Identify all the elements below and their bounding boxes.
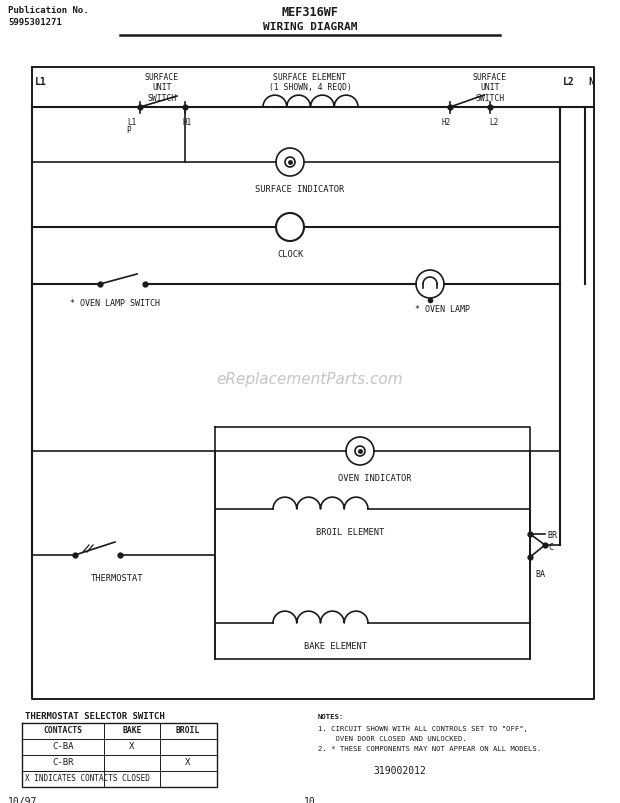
Text: 10: 10 — [304, 796, 316, 803]
Text: X INDICATES CONTACTS CLOSED: X INDICATES CONTACTS CLOSED — [25, 773, 150, 782]
Text: WIRING DIAGRAM: WIRING DIAGRAM — [263, 22, 357, 32]
Text: OVEN DOOR CLOSED AND UNLOCKED.: OVEN DOOR CLOSED AND UNLOCKED. — [318, 735, 467, 741]
Text: CLOCK: CLOCK — [277, 250, 303, 259]
Text: SURFACE
UNIT
SWITCH: SURFACE UNIT SWITCH — [145, 73, 179, 103]
Text: OVEN INDICATOR: OVEN INDICATOR — [339, 474, 412, 483]
Text: BROIL: BROIL — [176, 725, 200, 734]
Text: H2: H2 — [441, 118, 451, 127]
Text: THERMOSTAT SELECTOR SWITCH: THERMOSTAT SELECTOR SWITCH — [25, 711, 165, 720]
Text: L1: L1 — [127, 118, 136, 127]
Text: C-BA: C-BA — [52, 741, 74, 750]
Text: BA: BA — [535, 569, 545, 578]
Text: BR: BR — [547, 531, 557, 540]
Text: L2: L2 — [489, 118, 498, 127]
Text: BAKE ELEMENT: BAKE ELEMENT — [304, 642, 366, 650]
Text: Publication No.: Publication No. — [8, 6, 89, 15]
Text: SURFACE ELEMENT
(1 SHOWN, 4 REQD): SURFACE ELEMENT (1 SHOWN, 4 REQD) — [268, 73, 352, 92]
Text: SURFACE
UNIT
SWITCH: SURFACE UNIT SWITCH — [473, 73, 507, 103]
Text: * OVEN LAMP: * OVEN LAMP — [415, 304, 470, 314]
Text: X: X — [130, 741, 135, 750]
Text: X: X — [185, 757, 191, 766]
Text: BAKE: BAKE — [122, 725, 142, 734]
Text: NOTES:: NOTES: — [318, 713, 344, 719]
Text: MEF316WF: MEF316WF — [281, 6, 339, 19]
Text: L2: L2 — [563, 77, 575, 87]
Text: P: P — [126, 126, 131, 135]
Text: 5995301271: 5995301271 — [8, 18, 62, 27]
Text: C: C — [548, 542, 553, 551]
Text: 319002012: 319002012 — [374, 765, 427, 775]
Text: 1. CIRCUIT SHOWN WITH ALL CONTROLS SET TO "OFF",: 1. CIRCUIT SHOWN WITH ALL CONTROLS SET T… — [318, 725, 528, 731]
Text: 10/97: 10/97 — [8, 796, 37, 803]
Text: eReplacementParts.com: eReplacementParts.com — [216, 372, 404, 387]
Text: H1: H1 — [182, 118, 192, 127]
Text: CONTACTS: CONTACTS — [43, 725, 82, 734]
Text: L1: L1 — [35, 77, 46, 87]
Text: BROIL ELEMENT: BROIL ELEMENT — [316, 528, 384, 536]
Text: 2. * THESE COMPONENTS MAY NOT APPEAR ON ALL MODELS.: 2. * THESE COMPONENTS MAY NOT APPEAR ON … — [318, 745, 541, 751]
Text: SURFACE INDICATOR: SURFACE INDICATOR — [255, 185, 345, 194]
Text: THERMOSTAT: THERMOSTAT — [91, 573, 143, 582]
Text: N: N — [588, 77, 594, 87]
Text: C-BR: C-BR — [52, 757, 74, 766]
Text: * OVEN LAMP SWITCH: * OVEN LAMP SWITCH — [70, 299, 160, 308]
